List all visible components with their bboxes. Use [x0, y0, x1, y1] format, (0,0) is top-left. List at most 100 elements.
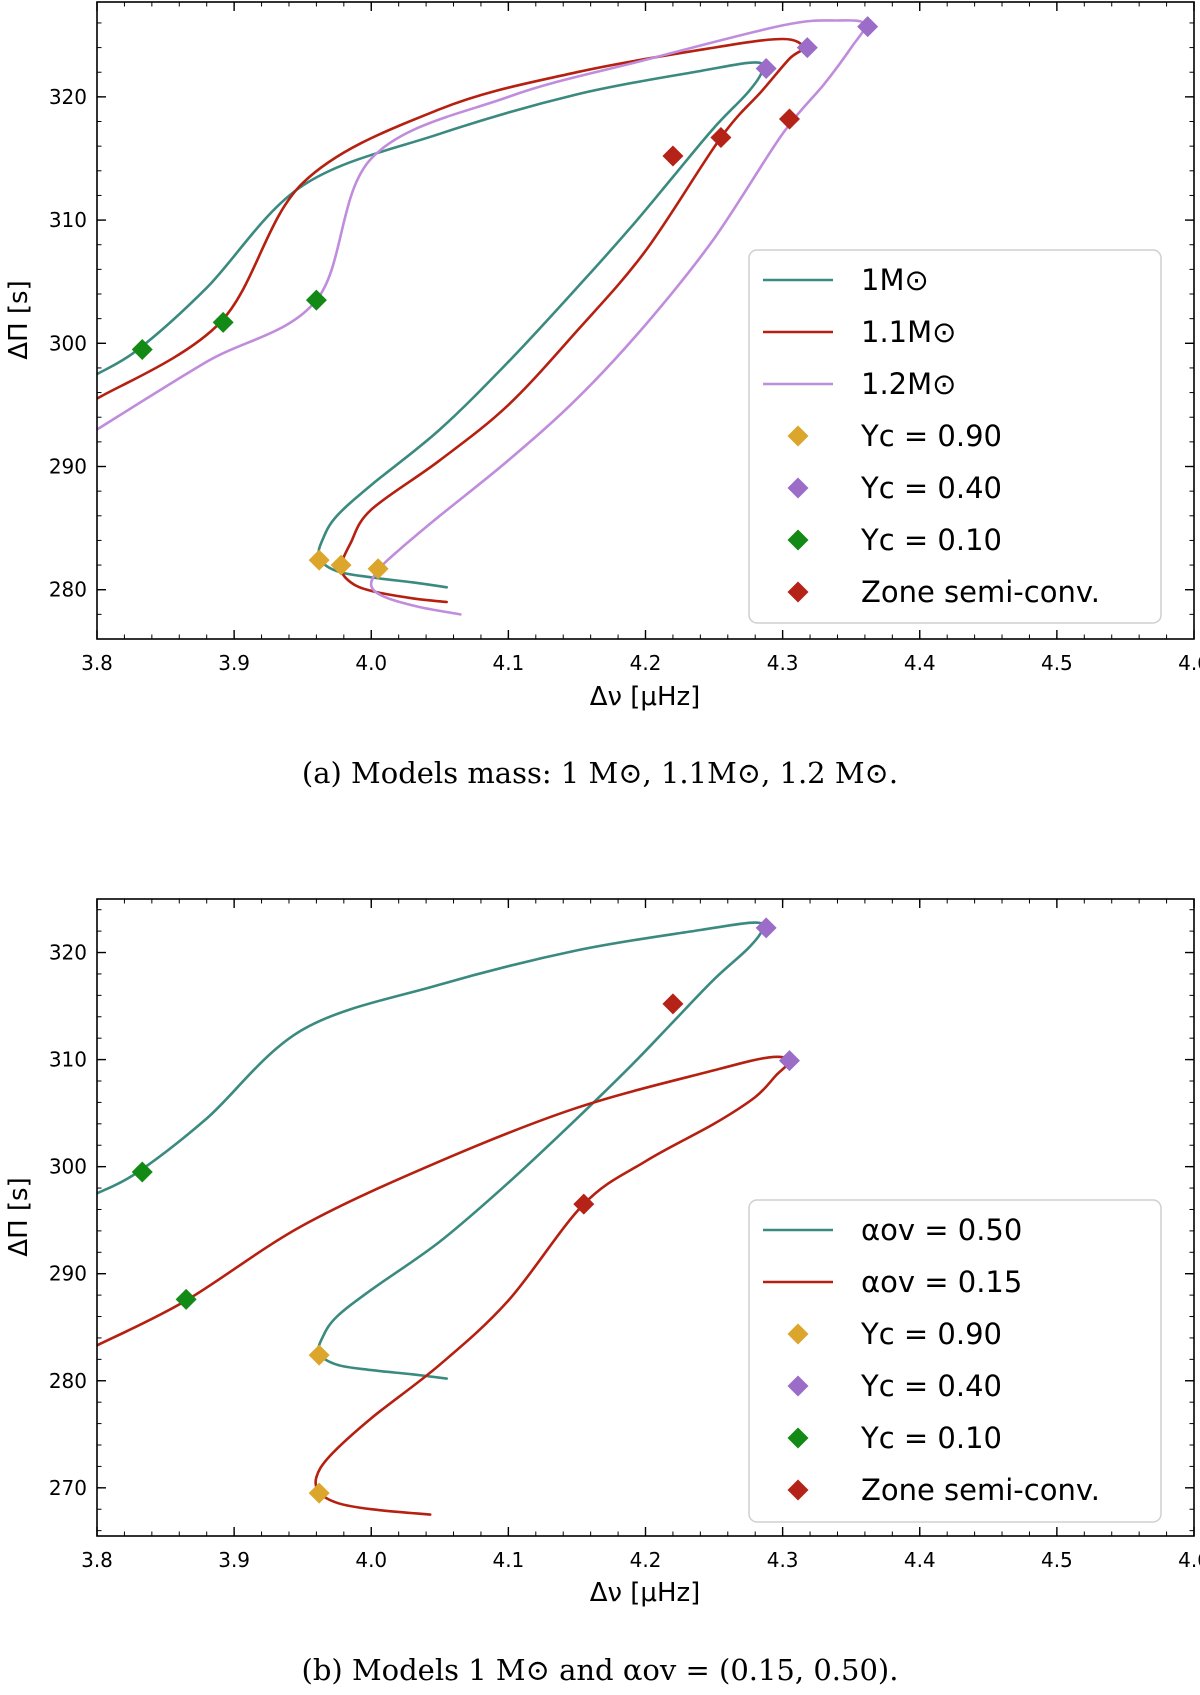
y-tick-label: 280 — [49, 578, 87, 602]
legend-label: 1M⊙ — [861, 263, 929, 297]
x-tick-label: 4.4 — [904, 651, 936, 675]
legend-entry-yc-0-10: Yc = 0.10 — [787, 523, 1002, 557]
legend-label: Zone semi-conv. — [861, 575, 1100, 609]
legend-entry-yc-0-40: Yc = 0.40 — [787, 1369, 1002, 1403]
legend-label: 1.2M⊙ — [861, 367, 956, 401]
y-tick-label: 270 — [49, 1476, 87, 1500]
x-tick-label: 4.0 — [355, 1548, 387, 1572]
marker-layer — [131, 16, 879, 580]
marker-yc040 — [778, 1050, 800, 1072]
legend-entry-yc-0-90: Yc = 0.90 — [787, 419, 1002, 453]
x-tick-label: 4.6 — [1178, 651, 1200, 675]
legend: 1M⊙ 1.1M⊙ 1.2M⊙ Yc = 0.90 Yc = 0.40 Yc = 0.10… — [748, 249, 1162, 624]
x-tick-label: 3.8 — [81, 651, 113, 675]
legend-marker — [787, 529, 809, 551]
x-tick-label: 4.5 — [1041, 651, 1073, 675]
marker-yc090 — [308, 549, 330, 571]
legend-entry-yc-0-40: Yc = 0.40 — [787, 471, 1002, 505]
legend-label: Yc = 0.40 — [860, 471, 1002, 505]
x-tick-label: 3.9 — [218, 1548, 250, 1572]
legend-entries: αov = 0.50 αov = 0.15 Yc = 0.90 Yc = 0.40 Yc… — [763, 1213, 1100, 1507]
legend-entry-1-2m: 1.2M⊙ — [763, 367, 956, 401]
x-tick-label: 3.9 — [218, 651, 250, 675]
marker-yc010 — [305, 289, 327, 311]
marker-layer — [131, 917, 800, 1504]
legend-label: Yc = 0.40 — [860, 1369, 1002, 1403]
legend-marker — [787, 1375, 809, 1397]
marker-yc090 — [330, 554, 352, 576]
x-tick-label: 4.3 — [767, 1548, 799, 1572]
legend-label: Yc = 0.10 — [860, 1421, 1002, 1455]
marker-semiconv — [573, 1193, 595, 1215]
x-tick-label: 4.2 — [630, 651, 662, 675]
legend-entry-zone-semi-conv: Zone semi-conv. — [787, 1473, 1100, 1507]
x-tick-label: 4.3 — [767, 651, 799, 675]
x-tick-label: 4.1 — [492, 1548, 524, 1572]
x-tick-label: 4.0 — [355, 651, 387, 675]
legend-label: Yc = 0.90 — [860, 419, 1002, 453]
y-axis-label: ΔΠ [s] — [4, 280, 34, 359]
y-tick-label: 320 — [49, 85, 87, 109]
legend-entry-ov-0-50: αov = 0.50 — [763, 1213, 1022, 1247]
legend-entry-zone-semi-conv: Zone semi-conv. — [787, 575, 1100, 609]
marker-yc090 — [308, 1482, 330, 1504]
x-tick-label: 4.2 — [630, 1548, 662, 1572]
y-tick-label: 310 — [49, 1048, 87, 1072]
x-tick-label: 4.5 — [1041, 1548, 1073, 1572]
panel-a: 3.8 3.9 4.0 4.1 4.2 4.3 4.4 4.5 4.6 280 290 300 310 3… — [4, 1, 1200, 712]
legend-marker — [787, 1323, 809, 1345]
legend-marker — [787, 1479, 809, 1501]
marker-yc040 — [857, 16, 879, 38]
plot-frame — [96, 1, 1195, 640]
legend-label: αov = 0.15 — [861, 1265, 1022, 1299]
legend-label: αov = 0.50 — [861, 1213, 1022, 1247]
marker-yc040 — [755, 58, 777, 80]
marker-yc010 — [131, 1161, 153, 1183]
marker-semiconv — [778, 108, 800, 130]
marker-yc040 — [755, 917, 777, 939]
y-tick-label: 290 — [49, 455, 87, 479]
x-tick-label: 4.1 — [492, 651, 524, 675]
legend-entries: 1M⊙ 1.1M⊙ 1.2M⊙ Yc = 0.90 Yc = 0.40 Yc = 0.10… — [763, 263, 1100, 609]
legend-marker — [787, 477, 809, 499]
marker-yc040 — [796, 37, 818, 59]
marker-yc010 — [175, 1288, 197, 1310]
legend-entry-ov-0-15: αov = 0.15 — [763, 1265, 1022, 1299]
y-axis-label: ΔΠ [s] — [4, 1177, 34, 1256]
y-tick-label: 310 — [49, 208, 87, 232]
legend-marker — [787, 581, 809, 603]
legend-entry-yc-0-90: Yc = 0.90 — [787, 1317, 1002, 1351]
y-tick-label: 290 — [49, 1262, 87, 1286]
legend-entry-yc-0-10: Yc = 0.10 — [787, 1421, 1002, 1455]
y-tick-label: 320 — [49, 941, 87, 965]
legend-entry-1m: 1M⊙ — [763, 263, 929, 297]
series-line-ov-0-15 — [97, 1055, 791, 1516]
marker-yc090 — [367, 558, 389, 580]
tick-labels: 3.8 3.9 4.0 4.1 4.2 4.3 4.4 4.5 4.6 280 290 300 310 3… — [49, 85, 1200, 675]
marker-semiconv — [662, 993, 684, 1015]
legend-marker — [787, 425, 809, 447]
caption-a: (a) Models mass: 1 M⊙, 1.1M⊙, 1.2 M⊙. — [302, 756, 898, 790]
x-axis-label: Δν [μHz] — [590, 682, 701, 712]
x-axis-label: Δν [μHz] — [590, 1578, 701, 1608]
y-tick-label: 300 — [49, 331, 87, 355]
marker-semiconv — [662, 145, 684, 167]
x-tick-label: 4.4 — [904, 1548, 936, 1572]
caption-b: (b) Models 1 M⊙ and αov = (0.15, 0.50). — [302, 1653, 899, 1687]
marker-yc090 — [308, 1344, 330, 1366]
marker-semiconv — [710, 127, 732, 149]
legend-marker — [787, 1427, 809, 1449]
x-tick-label: 4.6 — [1178, 1548, 1200, 1572]
y-tick-label: 280 — [49, 1369, 87, 1393]
marker-yc010 — [131, 338, 153, 360]
plot-frame — [96, 898, 1195, 1537]
panel-b: 3.8 3.9 4.0 4.1 4.2 4.3 4.4 4.5 4.6 270 280 290 300 3… — [4, 898, 1200, 1608]
x-tick-label: 3.8 — [81, 1548, 113, 1572]
legend-label: Yc = 0.90 — [860, 1317, 1002, 1351]
legend-label: 1.1M⊙ — [861, 315, 956, 349]
marker-yc010 — [212, 311, 234, 333]
legend-entry-1-1m: 1.1M⊙ — [763, 315, 956, 349]
tick-labels: 3.8 3.9 4.0 4.1 4.2 4.3 4.4 4.5 4.6 270 280 290 300 3… — [49, 941, 1200, 1572]
y-tick-label: 300 — [49, 1155, 87, 1179]
